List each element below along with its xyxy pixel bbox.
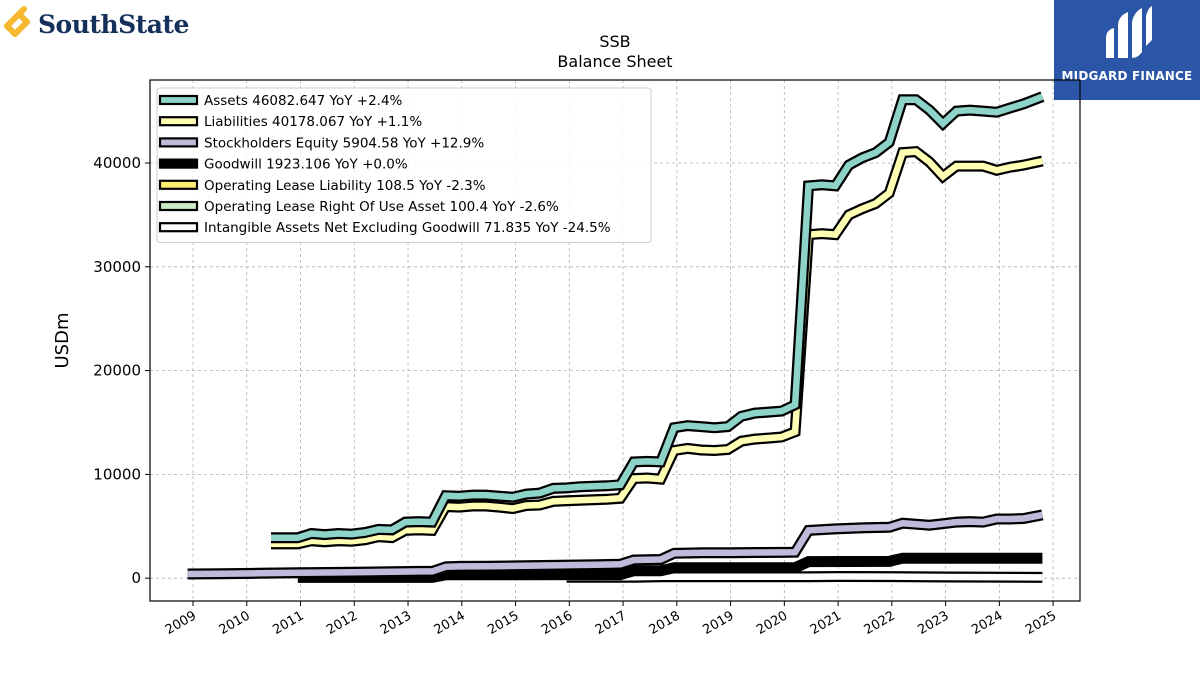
southstate-brand-name: SouthState [38,10,189,39]
midgard-finance-logo: MIDGARD FINANCE [1054,0,1200,100]
y-tick-label: 10000 [93,465,141,483]
x-tick-label: 2013 [378,608,414,638]
series-line [271,148,1044,548]
x-tick-label: 2021 [808,608,844,638]
x-tick-label: 2023 [915,608,951,638]
x-tick-label: 2020 [754,608,790,638]
midgard-logo-icon [1106,6,1152,58]
legend-swatch [158,158,199,169]
legend-swatch [158,179,199,190]
legend-swatch [158,116,199,127]
legend-swatch [158,94,199,106]
legend-label: Liabilities 40178.067 YoY +1.1% [204,114,422,130]
legend-swatch [158,200,199,212]
legend-label: Stockholders Equity 5904.58 YoY +12.9% [204,135,484,151]
x-tick-label: 2018 [647,608,683,638]
series-line [566,573,1043,581]
series-line-outline [297,552,1043,583]
x-tick-label: 2025 [1023,608,1059,638]
legend-label: Assets 46082.647 YoY +2.4% [204,93,403,109]
x-tick-label: 2024 [969,608,1005,638]
plot-frame [149,79,1081,602]
y-tick-label: 0 [131,569,141,587]
x-tick-label: 2017 [593,608,629,638]
x-tick-label: 2012 [324,608,360,638]
legend-label: Operating Lease Liability 108.5 YoY -2.3… [204,178,486,194]
legend-swatch [158,222,199,233]
southstate-logo: SouthState [4,4,194,44]
legend-label: Intangible Assets Net Excluding Goodwill… [204,220,611,236]
y-axis-title: USDm [52,313,73,369]
chart-subtitle: Balance Sheet [557,52,673,71]
x-tick-label: 2011 [270,608,306,638]
x-tick-label: 2010 [217,608,253,638]
x-tick-label: 2016 [539,608,575,638]
y-tick-label: 30000 [93,258,141,276]
legend-label: Operating Lease Right Of Use Asset 100.4… [204,199,559,215]
x-tick-label: 2009 [163,608,199,638]
x-tick-label: 2019 [700,608,736,638]
x-tick-label: 2015 [485,608,521,638]
y-tick-label: 20000 [93,362,141,380]
series-line [271,93,1044,541]
x-tick-label: 2022 [862,608,898,638]
chart-title: SSB [599,32,631,51]
legend-box [156,87,652,243]
y-tick-label: 40000 [93,154,141,172]
legend-swatch [158,137,199,148]
x-tick-label: 2014 [432,608,468,638]
legend-label: Goodwill 1923.106 YoY +0.0% [204,157,408,173]
series-line [187,511,1044,578]
southstate-logo-icon [4,6,30,37]
midgard-brand-name: MIDGARD FINANCE [1061,69,1193,83]
